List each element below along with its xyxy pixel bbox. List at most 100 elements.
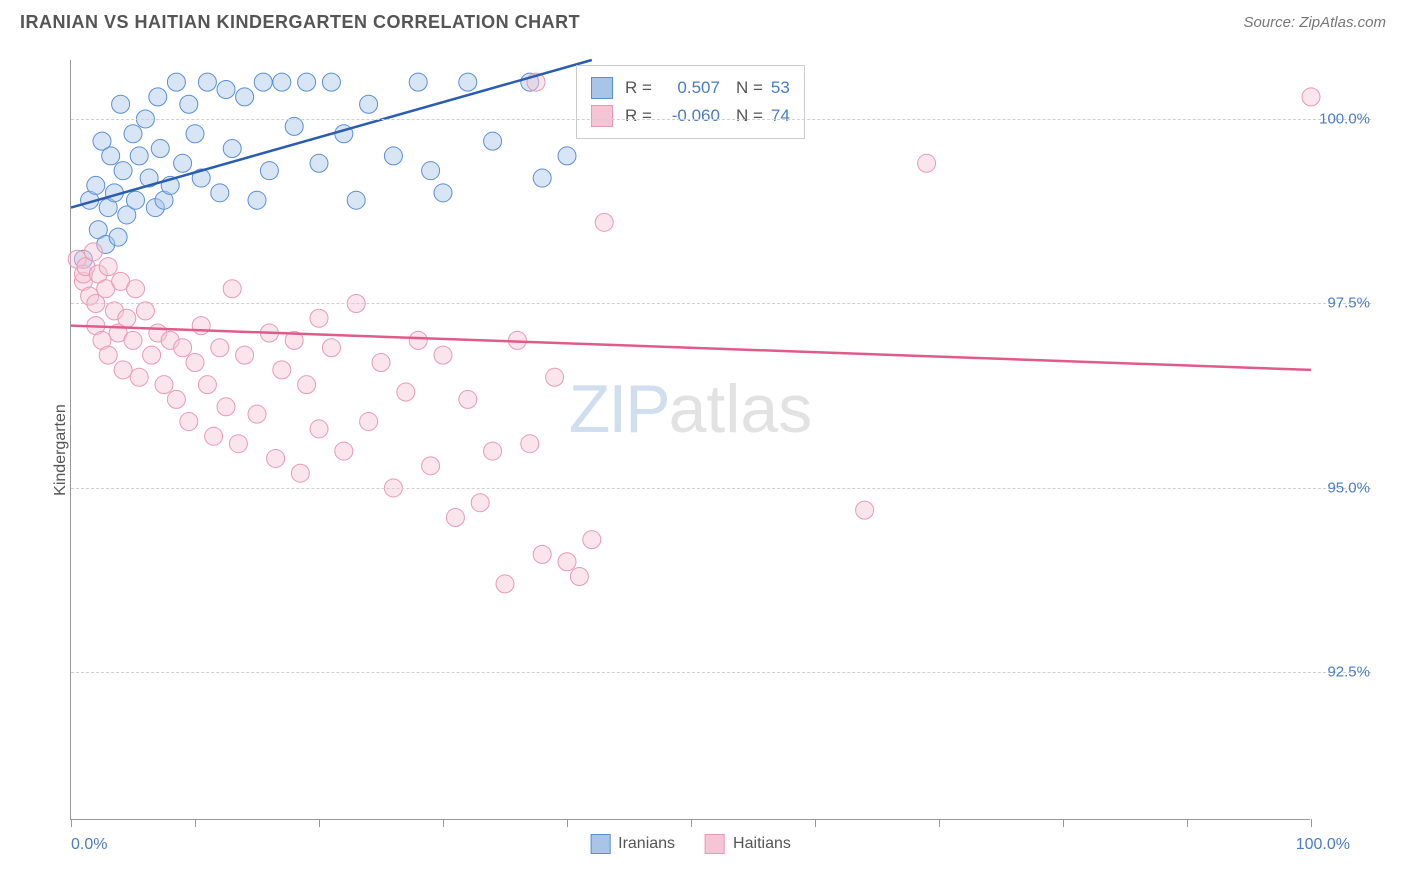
y-axis-label: Kindergarten (52, 404, 70, 496)
data-point (446, 508, 464, 526)
n-label: N = (736, 102, 763, 130)
n-value-haitians: 74 (771, 102, 790, 130)
data-point (124, 331, 142, 349)
data-point (248, 191, 266, 209)
y-tick-label: 100.0% (1319, 111, 1370, 128)
data-point (291, 464, 309, 482)
data-point (434, 346, 452, 364)
data-point (198, 73, 216, 91)
data-point (126, 280, 144, 298)
legend-swatch-iranians (591, 77, 613, 99)
data-point (192, 317, 210, 335)
data-point (322, 339, 340, 357)
data-point (521, 435, 539, 453)
data-point (136, 302, 154, 320)
legend-item-iranians: Iranians (590, 834, 675, 854)
legend-item-haitians: Haitians (705, 834, 791, 854)
chart-container: Kindergarten ZIPatlas R = 0.507 N = 53 R… (50, 50, 1370, 850)
data-point (109, 228, 127, 246)
data-point (102, 147, 120, 165)
data-point (205, 427, 223, 445)
data-point (533, 169, 551, 187)
data-point (484, 442, 502, 460)
data-point (558, 553, 576, 571)
plot-area: ZIPatlas R = 0.507 N = 53 R = -0.060 N =… (70, 60, 1310, 820)
data-point (322, 73, 340, 91)
y-tick-label: 97.5% (1327, 295, 1370, 312)
data-point (99, 258, 117, 276)
data-point (409, 331, 427, 349)
data-point (114, 361, 132, 379)
data-point (155, 376, 173, 394)
data-point (180, 413, 198, 431)
data-point (496, 575, 514, 593)
data-point (267, 449, 285, 467)
data-point (143, 346, 161, 364)
data-point (310, 309, 328, 327)
data-point (211, 184, 229, 202)
x-axis-max-label: 100.0% (1296, 836, 1350, 854)
trend-line (71, 326, 1311, 370)
data-point (273, 361, 291, 379)
correlation-legend: R = 0.507 N = 53 R = -0.060 N = 74 (576, 65, 805, 139)
data-point (372, 354, 390, 372)
legend-swatch-icon (705, 834, 725, 854)
data-point (459, 390, 477, 408)
n-value-iranians: 53 (771, 74, 790, 102)
data-point (118, 309, 136, 327)
r-value-iranians: 0.507 (660, 74, 720, 102)
data-point (310, 154, 328, 172)
data-point (918, 154, 936, 172)
data-point (112, 95, 130, 113)
y-tick-label: 92.5% (1327, 664, 1370, 681)
chart-title: IRANIAN VS HAITIAN KINDERGARTEN CORRELAT… (20, 12, 580, 33)
legend-swatch-icon (590, 834, 610, 854)
data-point (236, 88, 254, 106)
data-point (856, 501, 874, 519)
data-point (130, 368, 148, 386)
scatter-svg (71, 60, 1310, 819)
data-point (360, 95, 378, 113)
data-point (217, 398, 235, 416)
data-point (223, 140, 241, 158)
data-point (217, 81, 235, 99)
data-point (1302, 88, 1320, 106)
data-point (285, 117, 303, 135)
data-point (174, 339, 192, 357)
legend-label: Iranians (618, 835, 675, 853)
data-point (384, 147, 402, 165)
data-point (422, 162, 440, 180)
data-point (248, 405, 266, 423)
data-point (84, 243, 102, 261)
data-point (273, 73, 291, 91)
data-point (298, 73, 316, 91)
legend-label: Haitians (733, 835, 791, 853)
data-point (87, 176, 105, 194)
data-point (254, 73, 272, 91)
data-point (471, 494, 489, 512)
data-point (335, 442, 353, 460)
legend-swatch-haitians (591, 105, 613, 127)
data-point (236, 346, 254, 364)
data-point (546, 368, 564, 386)
legend-row-haitians: R = -0.060 N = 74 (591, 102, 790, 130)
data-point (347, 191, 365, 209)
data-point (211, 339, 229, 357)
data-point (186, 354, 204, 372)
data-point (223, 280, 241, 298)
series-legend: Iranians Haitians (590, 834, 791, 854)
source-label: Source: ZipAtlas.com (1243, 14, 1386, 31)
data-point (583, 531, 601, 549)
legend-row-iranians: R = 0.507 N = 53 (591, 74, 790, 102)
data-point (130, 147, 148, 165)
data-point (533, 545, 551, 563)
data-point (186, 125, 204, 143)
data-point (595, 213, 613, 231)
data-point (99, 346, 117, 364)
data-point (167, 390, 185, 408)
data-point (459, 73, 477, 91)
data-point (229, 435, 247, 453)
data-point (180, 95, 198, 113)
data-point (174, 154, 192, 172)
data-point (570, 568, 588, 586)
